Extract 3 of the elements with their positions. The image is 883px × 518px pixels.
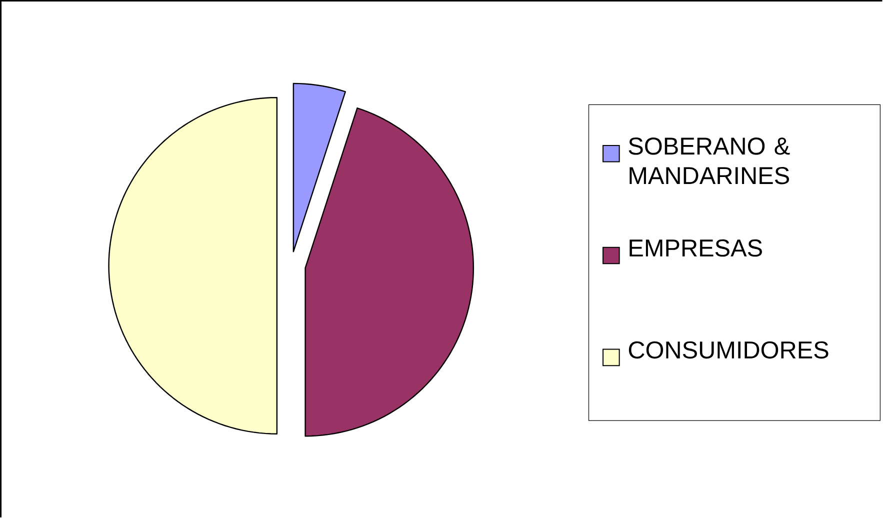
legend-label: SOBERANO & MANDARINES [628,137,790,184]
legend-label: CONSUMIDORES [628,341,828,358]
legend-label: EMPRESAS [630,239,762,257]
